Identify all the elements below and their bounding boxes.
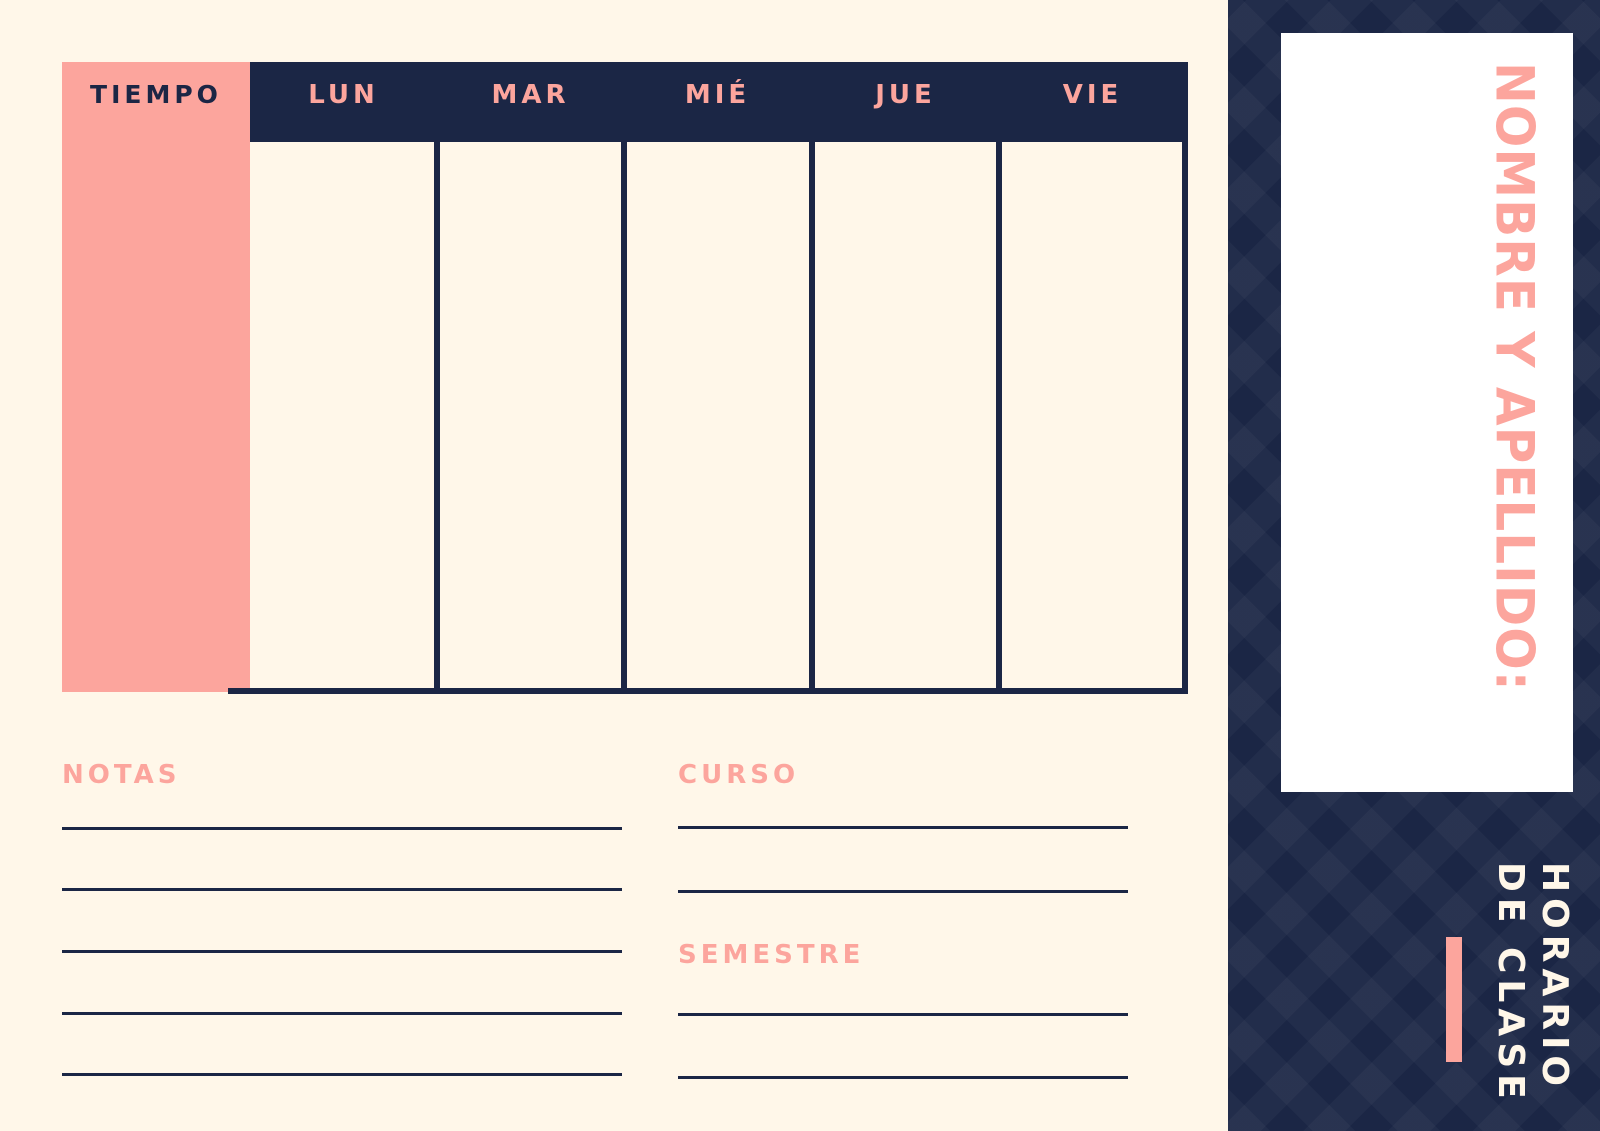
title-line-2: DE CLASE: [1490, 862, 1531, 1105]
name-label: NOMBRE Y APELLIDO:: [1484, 62, 1545, 692]
day-tuesday: MAR: [491, 80, 570, 110]
days-header: [250, 62, 1188, 142]
day-thursday: JUE: [875, 80, 936, 110]
title-container: HORARIO DE CLASE: [1488, 862, 1576, 1105]
time-column: [62, 62, 250, 692]
notes-line[interactable]: [62, 888, 622, 891]
notes-line[interactable]: [62, 950, 622, 953]
day-monday: LUN: [308, 80, 379, 110]
title-line-1: HORARIO: [1534, 862, 1575, 1093]
semester-label: SEMESTRE: [678, 940, 865, 970]
notes-line[interactable]: [62, 1073, 622, 1076]
course-line[interactable]: [678, 890, 1128, 893]
column-divider: [996, 142, 1002, 694]
name-box[interactable]: [1281, 33, 1573, 792]
accent-bar: [1446, 937, 1462, 1062]
notes-label: NOTAS: [62, 760, 181, 790]
day-friday: VIE: [1062, 80, 1123, 110]
semester-line[interactable]: [678, 1013, 1128, 1016]
day-wednesday: MIÉ: [684, 80, 751, 110]
column-divider: [809, 142, 815, 694]
semester-line[interactable]: [678, 1076, 1128, 1079]
notes-line[interactable]: [62, 827, 622, 830]
course-label: CURSO: [678, 760, 800, 790]
column-divider: [621, 142, 627, 694]
table-bottom-border: [228, 688, 1188, 694]
column-divider: [434, 142, 440, 694]
table-right-border: [1182, 142, 1188, 694]
notes-line[interactable]: [62, 1012, 622, 1015]
course-line[interactable]: [678, 826, 1128, 829]
time-header: TIEMPO: [90, 80, 222, 109]
